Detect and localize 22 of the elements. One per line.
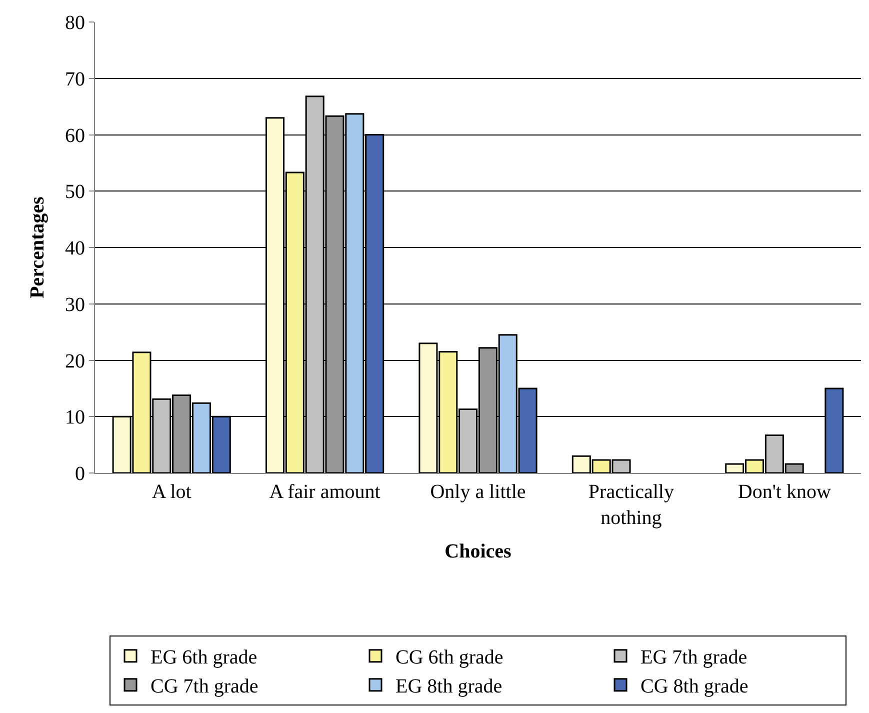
x-tick-label: Practically nothing [588, 481, 674, 529]
y-tick-label: 40 [65, 238, 85, 260]
y-tick-label: 10 [65, 406, 85, 429]
legend-label: CG 8th grade [640, 676, 748, 698]
x-axis-title: Choices [444, 540, 512, 562]
x-tick-label: A fair amount [269, 481, 381, 503]
y-tick-label: 80 [65, 12, 85, 34]
y-tick-label: 70 [65, 68, 85, 90]
y-tick-label: 50 [65, 181, 85, 204]
y-axis-title: Percentages [26, 196, 48, 298]
x-tick-label: Don't know [738, 481, 832, 503]
x-tick-label: A lot [152, 481, 192, 503]
x-tick-label: Only a little [430, 481, 526, 503]
y-tick-label: 30 [65, 294, 85, 316]
y-tick-label: 20 [65, 350, 85, 372]
legend-label: EG 8th grade [396, 676, 502, 698]
legend-label: EG 6th grade [150, 646, 258, 669]
legend-label: CG 7th grade [150, 676, 258, 698]
y-tick-label: 0 [75, 463, 85, 485]
legend-label: EG 7th grade [640, 646, 748, 669]
legend-label: CG 6th grade [396, 646, 504, 669]
y-tick-label: 60 [65, 124, 85, 147]
